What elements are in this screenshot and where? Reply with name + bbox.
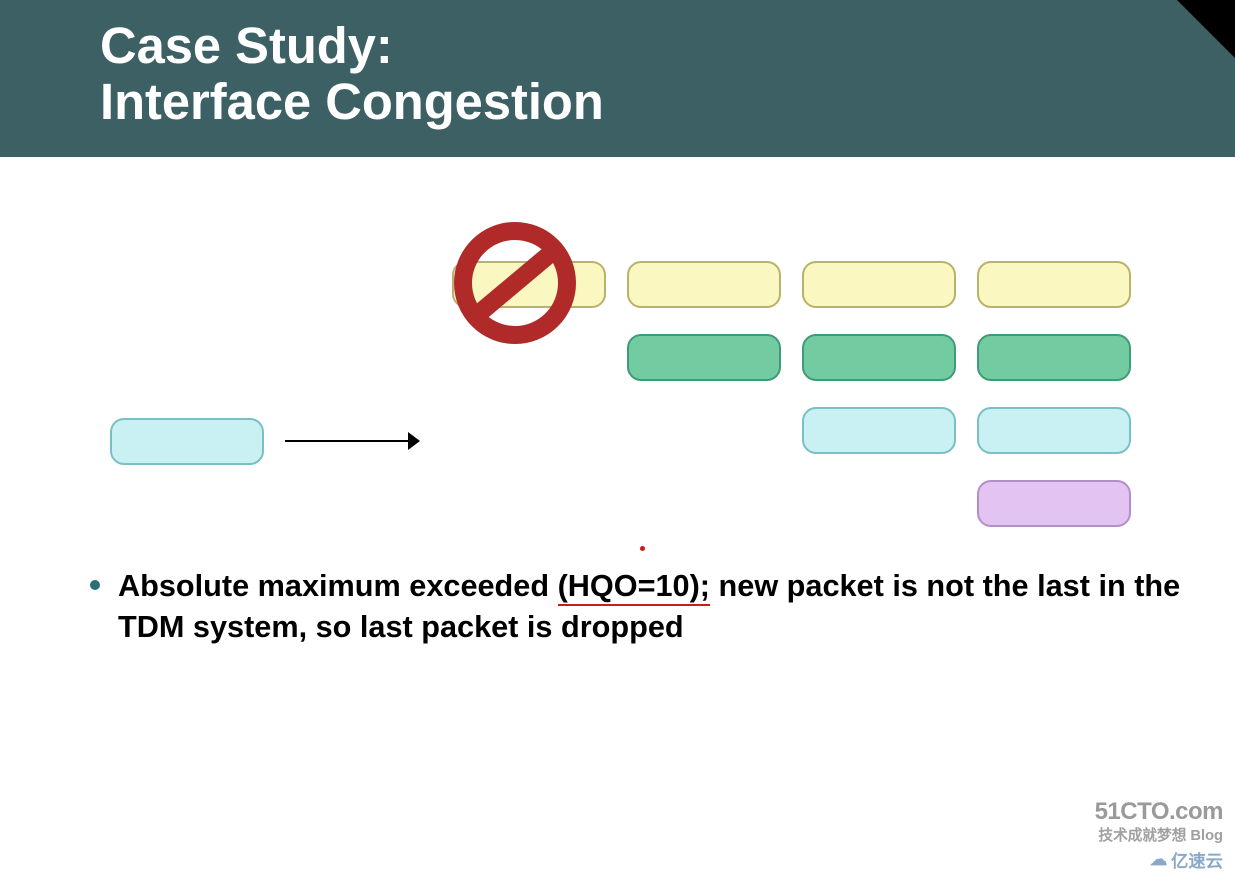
slide-title: Case Study: Interface Congestion bbox=[100, 18, 1235, 129]
packet-queue-r2-c1 bbox=[977, 334, 1131, 381]
watermark-extra-text: 亿速云 bbox=[1171, 847, 1223, 872]
slide-header: Case Study: Interface Congestion bbox=[0, 0, 1235, 157]
title-line-2: Interface Congestion bbox=[100, 73, 604, 130]
cloud-icon: ☁ bbox=[1150, 849, 1167, 870]
watermark-extra: ☁ 亿速云 bbox=[1095, 847, 1223, 872]
bullet-point: Absolute maximum exceeded (HQO=10); new … bbox=[90, 566, 1185, 649]
title-line-1: Case Study: bbox=[100, 17, 393, 74]
watermark-main: 51CTO.com bbox=[1095, 798, 1223, 826]
bullet-dot-icon bbox=[90, 580, 100, 590]
packet-queue-r3-c1 bbox=[977, 407, 1131, 454]
corner-dogear-icon bbox=[1177, 0, 1235, 58]
bullet-text-underlined: (HQO=10); bbox=[558, 569, 710, 606]
watermark: 51CTO.com 技术成就梦想 Blog ☁ 亿速云 bbox=[1095, 798, 1223, 872]
packet-incoming-packet bbox=[110, 418, 264, 465]
arrow-line bbox=[285, 440, 408, 442]
packet-queue-r1-c1 bbox=[977, 261, 1131, 308]
packet-queue-r1-c2 bbox=[802, 261, 956, 308]
arrow-head-icon bbox=[408, 432, 420, 450]
watermark-sub: 技术成就梦想 Blog bbox=[1095, 824, 1223, 845]
bullet-text: Absolute maximum exceeded (HQO=10); new … bbox=[118, 566, 1185, 649]
prohibit-icon bbox=[454, 222, 576, 344]
packet-queue-r1-c3 bbox=[627, 261, 781, 308]
packet-queue-r2-c3 bbox=[627, 334, 781, 381]
packet-queue-r3-c2 bbox=[802, 407, 956, 454]
bullet-text-before: Absolute maximum exceeded bbox=[118, 569, 558, 603]
packet-queue-r4-c1 bbox=[977, 480, 1131, 527]
packet-queue-r2-c2 bbox=[802, 334, 956, 381]
red-marker-dot bbox=[640, 546, 645, 551]
